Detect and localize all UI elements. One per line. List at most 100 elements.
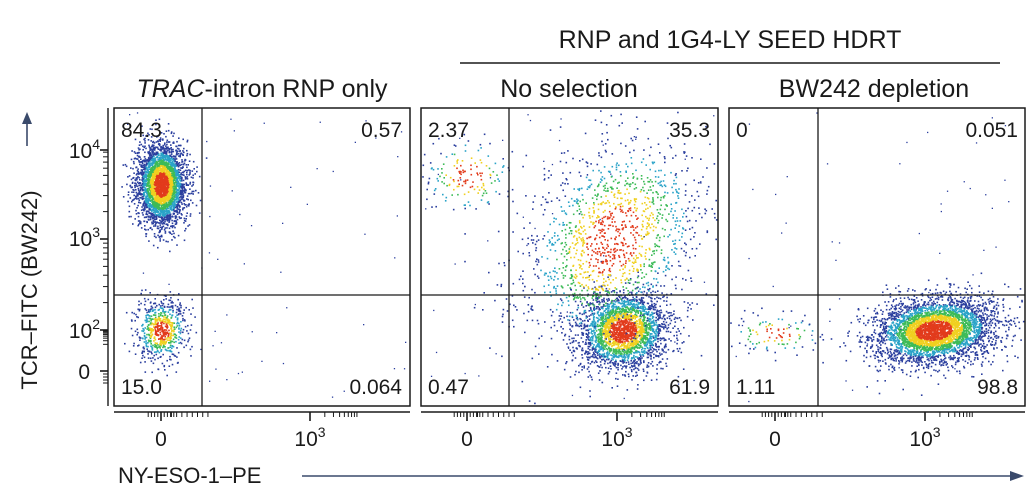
event-dot (185, 184, 188, 186)
event-dot (130, 327, 133, 330)
event-dot (148, 320, 150, 323)
event-dot (137, 224, 139, 227)
event-dot (167, 169, 169, 172)
event-dot (148, 240, 150, 242)
event-dot (158, 139, 161, 141)
event-dot (158, 174, 160, 176)
event-dot (595, 306, 598, 308)
event-dot (144, 145, 146, 148)
event-dot (163, 318, 165, 321)
event-dot (169, 170, 172, 172)
event-dot (582, 341, 584, 343)
event-dot (160, 209, 163, 212)
event-dot (157, 205, 160, 207)
event-dot (179, 186, 182, 189)
event-dot (145, 147, 147, 150)
event-dot (143, 209, 145, 211)
event-dot (151, 200, 154, 203)
event-dot (189, 188, 191, 190)
event-dot (150, 162, 153, 164)
event-dot (164, 334, 167, 336)
event-dot (150, 174, 152, 177)
event-dot (184, 176, 187, 178)
event-dot (608, 307, 610, 310)
event-dot (640, 296, 643, 299)
event-dot (172, 216, 174, 218)
event-dot (651, 333, 653, 335)
event-dot (158, 186, 161, 189)
event-dot (171, 314, 173, 317)
event-dot (155, 141, 158, 143)
event-dot (163, 152, 166, 154)
event-dot (178, 342, 180, 344)
event-dot (146, 175, 148, 177)
event-dot (144, 371, 147, 373)
event-dot (127, 176, 129, 178)
event-dot (167, 347, 169, 349)
event-dot (261, 360, 263, 362)
event-dot (166, 227, 168, 229)
event-dot (145, 316, 148, 319)
event-dot (162, 239, 165, 241)
event-dot (179, 313, 182, 315)
event-dot (150, 157, 153, 159)
event-dot (129, 197, 132, 199)
event-dot (161, 170, 164, 173)
event-dot (152, 173, 155, 175)
event-dot (180, 163, 183, 166)
event-dot (164, 189, 167, 191)
event-dot (153, 318, 156, 320)
event-dot (239, 213, 241, 216)
event-dot (164, 232, 167, 234)
event-dot (161, 191, 163, 193)
event-dot (189, 192, 191, 195)
event-dot (687, 302, 689, 304)
event-dot (163, 174, 165, 176)
event-dot (167, 179, 169, 182)
event-dot (154, 322, 157, 324)
event-dot (158, 315, 160, 317)
event-dot (186, 139, 189, 142)
event-dot (609, 331, 612, 333)
event-dot (660, 367, 662, 370)
event-dot (250, 225, 253, 227)
event-dot (186, 330, 188, 332)
event-dot (179, 304, 181, 306)
event-dot (140, 184, 142, 187)
event-dot (143, 164, 145, 167)
event-dot (177, 361, 179, 364)
event-dot (159, 240, 161, 242)
event-dot (164, 186, 166, 189)
event-dot (589, 302, 592, 304)
event-dot (188, 174, 190, 176)
event-dot (161, 173, 164, 176)
event-dot (172, 171, 175, 173)
event-dot (160, 214, 162, 216)
event-dot (161, 165, 163, 167)
event-dot (181, 173, 184, 176)
event-dot (188, 224, 191, 226)
event-dot (594, 335, 597, 337)
event-dot (174, 328, 176, 330)
event-dot (165, 198, 167, 200)
event-dot (186, 152, 189, 155)
event-dot (162, 178, 165, 181)
event-dot (656, 313, 659, 315)
event-dot (167, 211, 170, 213)
event-dot (144, 140, 146, 142)
event-dot (178, 309, 181, 311)
event-dot (159, 337, 162, 340)
event-dot (148, 144, 150, 147)
event-dot (144, 319, 147, 322)
event-dot (145, 235, 147, 238)
event-dot (181, 203, 183, 205)
event-dot (656, 350, 658, 353)
event-dot (149, 337, 152, 340)
event-dot (167, 146, 169, 148)
event-dot (152, 194, 155, 197)
event-dot (154, 306, 157, 309)
event-dot (138, 336, 141, 338)
event-dot (144, 289, 147, 291)
event-dot (587, 347, 590, 350)
event-dot (172, 330, 175, 333)
